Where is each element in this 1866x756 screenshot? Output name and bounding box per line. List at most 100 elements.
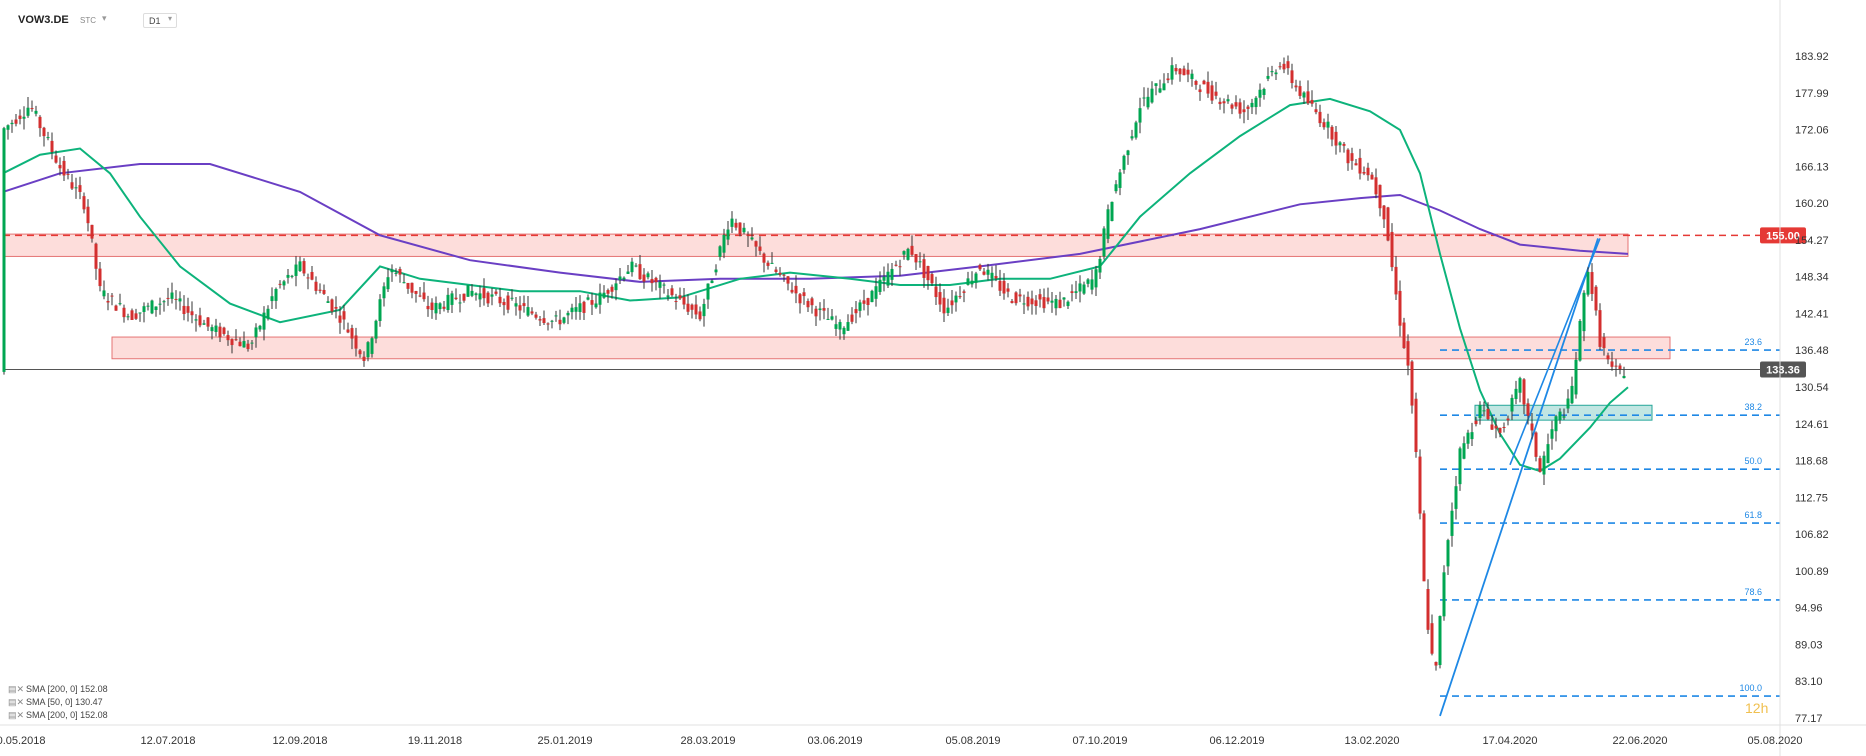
candle (1114, 180, 1118, 194)
candle (1478, 401, 1482, 425)
candle (682, 288, 686, 310)
candle-body (1402, 322, 1406, 349)
candle-body (602, 292, 606, 298)
candle-body (1414, 398, 1418, 453)
candle-body (1202, 80, 1206, 85)
chevron-down-icon[interactable]: ▾ (102, 13, 107, 23)
candle-body (978, 264, 982, 270)
candle-body (314, 281, 318, 291)
candle-body (1562, 416, 1566, 418)
candle-body (1534, 432, 1538, 457)
candle (1546, 433, 1550, 464)
candle-body (654, 277, 658, 283)
x-tick-label: 19.11.2018 (408, 735, 462, 747)
candle-body (910, 245, 914, 255)
candle-body (1478, 405, 1482, 418)
candle (1034, 295, 1038, 315)
chart-toolbar: VOW3.DE STC ▾ D1 ▾ (0, 0, 1866, 40)
candle-body (534, 314, 538, 318)
candle-body (718, 246, 722, 257)
candle (490, 287, 494, 306)
candle-body (350, 328, 354, 339)
candle (1450, 502, 1454, 547)
candle (1502, 422, 1506, 433)
candle-body (1142, 97, 1146, 99)
candle (1046, 287, 1050, 305)
candle (1534, 431, 1538, 462)
candle-body (1262, 88, 1266, 95)
candle-body (366, 342, 370, 358)
candle (42, 126, 46, 147)
candle-body (890, 268, 894, 280)
legend-text: SMA [50, 0] 130.47 (26, 697, 103, 707)
legend-sma200[interactable]: ▤✕ SMA [200, 0] 152.08 (8, 684, 108, 695)
candle-body (658, 281, 662, 288)
candle (1298, 80, 1302, 100)
legend-sma200-2[interactable]: ▤✕ SMA [200, 0] 152.08 (8, 710, 108, 721)
candle (46, 131, 50, 141)
candle-body (70, 182, 74, 189)
candle (1470, 422, 1474, 447)
candle-body (1030, 298, 1034, 305)
candle (762, 252, 766, 273)
candle-body (262, 312, 266, 330)
candle-body (34, 110, 38, 114)
candle (338, 306, 342, 334)
candle-body (50, 140, 54, 152)
candle-body (462, 293, 466, 301)
candle-body (1438, 616, 1442, 666)
candle (306, 273, 310, 290)
y-tick-label: 130.54 (1795, 382, 1829, 394)
candle (626, 264, 630, 274)
candle-body (1322, 122, 1326, 128)
candle-body (630, 261, 634, 273)
candle (530, 307, 534, 316)
candle (1542, 451, 1546, 485)
legend-sma50[interactable]: ▤✕ SMA [50, 0] 130.47 (8, 697, 103, 708)
candle-body (42, 127, 46, 137)
candle (454, 288, 458, 301)
y-tick-label: 160.20 (1795, 198, 1829, 210)
candle-body (862, 300, 866, 304)
candle (1214, 81, 1218, 100)
candle-body (450, 293, 454, 305)
last-price-tag-bg (1760, 361, 1806, 378)
candle-body (1162, 83, 1166, 91)
candle-body (694, 304, 698, 315)
candle (814, 305, 818, 326)
candle (1154, 83, 1158, 96)
candle-body (742, 227, 746, 233)
x-tick-label: 12.07.2018 (140, 735, 195, 747)
candle-body (190, 311, 194, 316)
candle (1550, 420, 1554, 450)
candle (1266, 67, 1270, 82)
candle-body (882, 276, 886, 281)
candle-body (990, 272, 994, 279)
candle (838, 319, 842, 340)
source-label[interactable]: STC (80, 16, 96, 25)
candle (658, 274, 662, 299)
candle (558, 309, 562, 331)
symbol-label[interactable]: VOW3.DE (18, 14, 69, 26)
candle (1466, 429, 1470, 449)
timeframe-select[interactable]: D1 (143, 13, 177, 28)
candle-body (442, 306, 446, 309)
candle-body (1070, 291, 1074, 293)
candle-body (538, 319, 542, 321)
candle (794, 275, 798, 304)
candle-body (110, 295, 114, 297)
chevron-down-icon[interactable]: ▾ (168, 14, 173, 23)
candle-body (1158, 88, 1162, 93)
candle-body (26, 107, 30, 116)
candle-body (1174, 67, 1178, 72)
candle (1254, 96, 1258, 115)
candle-body (1430, 623, 1434, 654)
candle (1102, 226, 1106, 260)
indicator-icon: ▤✕ (8, 697, 25, 707)
candle-body (798, 294, 802, 304)
candle (670, 285, 674, 297)
candle-body (802, 292, 806, 297)
candle-body (1442, 572, 1446, 617)
candle-body (234, 339, 238, 341)
